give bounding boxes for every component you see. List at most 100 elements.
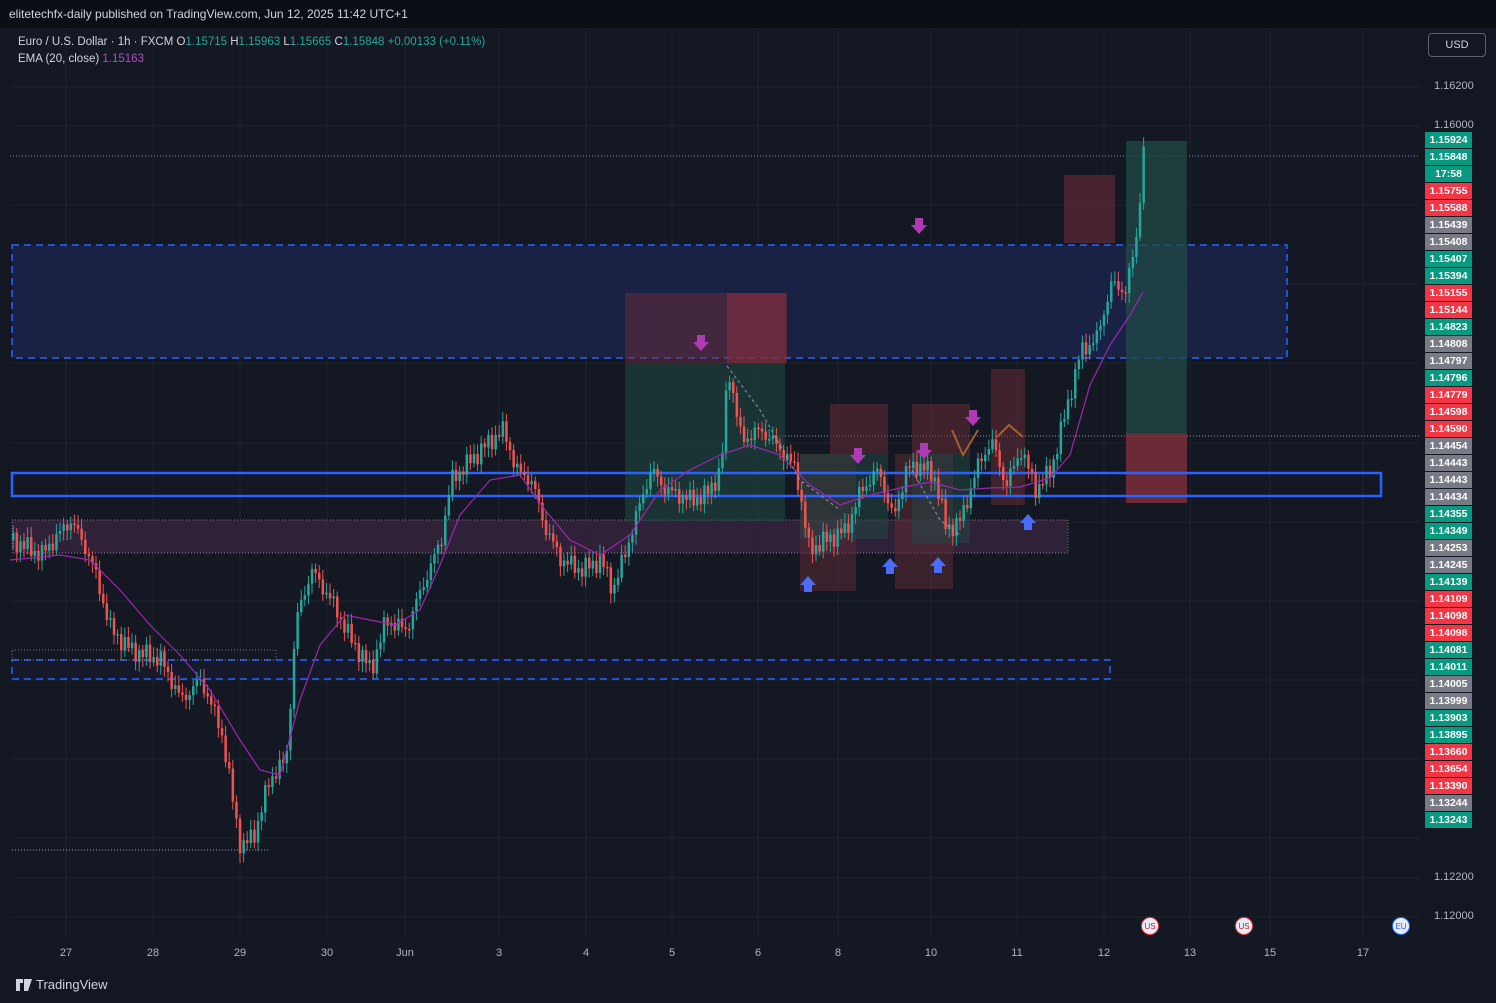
candle-body xyxy=(202,678,206,694)
candle-body xyxy=(188,695,191,700)
buy-arrow-icon xyxy=(1020,514,1036,530)
candle-body xyxy=(123,636,127,651)
candle-body xyxy=(328,592,332,599)
candle-body xyxy=(526,475,530,485)
candle-body xyxy=(433,553,436,564)
candle-body xyxy=(1102,314,1106,326)
candle-body xyxy=(148,644,152,663)
ema-label[interactable]: EMA (20, close) xyxy=(18,53,100,65)
candle-body xyxy=(238,818,242,854)
candle-body xyxy=(292,648,296,709)
eu-flag-icon[interactable]: EU xyxy=(1392,917,1410,935)
candle-body xyxy=(1066,399,1070,420)
candle-body xyxy=(354,642,357,645)
bottom-bar xyxy=(0,966,1496,1003)
candle-body xyxy=(62,524,65,532)
small-range-box xyxy=(11,649,277,661)
candle-body xyxy=(76,525,80,529)
candle-body xyxy=(1095,330,1099,344)
candle-body xyxy=(721,452,724,468)
price-tag: 1.15155 xyxy=(1425,285,1472,301)
price-tag: 1.15394 xyxy=(1425,268,1472,284)
candle-body xyxy=(462,471,465,475)
candle-body xyxy=(498,434,501,437)
candle-body xyxy=(48,543,51,551)
candle-body xyxy=(1045,465,1048,485)
candle-body xyxy=(566,560,569,565)
candle-body xyxy=(138,650,141,662)
candle-body xyxy=(364,650,368,664)
candle-body xyxy=(220,728,224,736)
time-label: 29 xyxy=(233,947,247,959)
candle-body xyxy=(1092,343,1095,346)
candle-body xyxy=(256,820,260,843)
candle-body xyxy=(598,554,602,574)
candle-body xyxy=(613,584,616,594)
price-axis[interactable]: 1.16200 1.16000 1.12200 1.12000 1.15924 1… xyxy=(1420,28,1496,966)
candle-body xyxy=(832,534,836,547)
candle-body xyxy=(231,768,235,802)
candle-body xyxy=(1128,267,1131,294)
candle-body xyxy=(163,651,166,667)
demand-zone-lower[interactable] xyxy=(11,659,1111,680)
candle-body xyxy=(778,443,782,450)
candle-body xyxy=(588,557,591,569)
price-tag: 1.15407 xyxy=(1425,251,1472,267)
candle-body xyxy=(840,528,843,534)
symbol-row: Euro / U.S. Dollar · 1h · FXCM O1.15715 … xyxy=(18,34,485,51)
candle-body xyxy=(217,706,220,729)
candle-body xyxy=(771,436,775,440)
candle-body xyxy=(868,484,872,487)
candle-body xyxy=(872,471,875,485)
candle-body xyxy=(15,532,19,553)
price-tag: 1.13390 xyxy=(1425,778,1472,794)
purple-range-zone[interactable] xyxy=(11,519,1069,554)
tradingview-logo[interactable]: TradingView xyxy=(16,977,108,992)
symbol-title[interactable]: Euro / U.S. Dollar · 1h · FXCM xyxy=(18,36,174,48)
candle-body xyxy=(1142,146,1145,204)
candle-body xyxy=(109,618,112,620)
candle-body xyxy=(382,617,386,643)
candle-body xyxy=(12,532,15,540)
brand-name: TradingView xyxy=(36,977,108,992)
price-tag: 1.14098 xyxy=(1425,608,1472,624)
grid xyxy=(10,28,1420,938)
candle-body xyxy=(19,541,22,553)
candle-body xyxy=(735,392,739,418)
candle-body xyxy=(249,829,253,843)
buy-arrow-icon xyxy=(930,557,946,573)
candle-body xyxy=(325,592,328,595)
candles xyxy=(12,137,1145,864)
candle-body xyxy=(890,503,893,509)
candle-body xyxy=(1063,419,1066,422)
candle-body xyxy=(991,439,994,449)
candle-body xyxy=(505,421,508,442)
candle-body xyxy=(573,555,577,573)
candle-body xyxy=(1016,458,1019,467)
candle-body xyxy=(66,524,69,531)
us-flag-icon[interactable]: US xyxy=(1235,917,1253,935)
candle-body xyxy=(127,636,130,649)
candle-body xyxy=(285,750,289,764)
candle-body xyxy=(746,438,749,442)
close-value: 1.15848 xyxy=(342,36,385,48)
price-tag: 1.13999 xyxy=(1425,693,1472,709)
candle-body xyxy=(84,539,87,554)
candle-body xyxy=(480,443,483,465)
sell-arrow-icon xyxy=(850,448,866,464)
candle-body xyxy=(620,554,623,578)
candle-body xyxy=(1041,484,1045,486)
candle-body xyxy=(1070,398,1073,401)
price-tag: 1.14011 xyxy=(1425,659,1472,675)
candle-body xyxy=(825,531,829,542)
currency-button[interactable]: USD xyxy=(1428,33,1486,57)
candle-body xyxy=(649,472,652,490)
candle-body xyxy=(156,657,159,666)
candle-body xyxy=(847,523,850,533)
candle-body xyxy=(703,485,706,505)
us-flag-icon[interactable]: US xyxy=(1141,917,1159,935)
brown-down-arrow xyxy=(951,429,979,458)
candle-body xyxy=(303,595,307,600)
candle-body xyxy=(692,489,695,506)
key-level-box[interactable] xyxy=(10,471,1383,498)
